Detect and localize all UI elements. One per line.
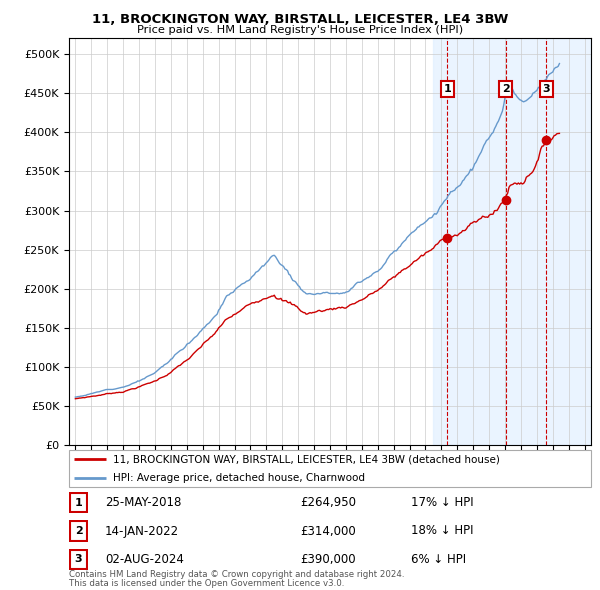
Text: 18% ↓ HPI: 18% ↓ HPI xyxy=(411,525,473,537)
Text: 3: 3 xyxy=(542,84,550,94)
Text: 25-MAY-2018: 25-MAY-2018 xyxy=(105,496,181,509)
Text: Price paid vs. HM Land Registry's House Price Index (HPI): Price paid vs. HM Land Registry's House … xyxy=(137,25,463,35)
Text: HPI: Average price, detached house, Charnwood: HPI: Average price, detached house, Char… xyxy=(113,473,365,483)
Text: 11, BROCKINGTON WAY, BIRSTALL, LEICESTER, LE4 3BW: 11, BROCKINGTON WAY, BIRSTALL, LEICESTER… xyxy=(92,13,508,26)
Text: £264,950: £264,950 xyxy=(300,496,356,509)
Text: 1: 1 xyxy=(75,498,82,507)
Text: 2: 2 xyxy=(502,84,509,94)
Text: 14-JAN-2022: 14-JAN-2022 xyxy=(105,525,179,537)
Text: 2: 2 xyxy=(75,526,82,536)
Text: 17% ↓ HPI: 17% ↓ HPI xyxy=(411,496,473,509)
Text: 11, BROCKINGTON WAY, BIRSTALL, LEICESTER, LE4 3BW (detached house): 11, BROCKINGTON WAY, BIRSTALL, LEICESTER… xyxy=(113,454,500,464)
Text: Contains HM Land Registry data © Crown copyright and database right 2024.: Contains HM Land Registry data © Crown c… xyxy=(69,571,404,579)
Text: 6% ↓ HPI: 6% ↓ HPI xyxy=(411,553,466,566)
Text: 3: 3 xyxy=(75,555,82,564)
Text: This data is licensed under the Open Government Licence v3.0.: This data is licensed under the Open Gov… xyxy=(69,579,344,588)
Bar xyxy=(433,38,591,445)
Text: 02-AUG-2024: 02-AUG-2024 xyxy=(105,553,184,566)
Text: £390,000: £390,000 xyxy=(300,553,356,566)
Text: 1: 1 xyxy=(443,84,451,94)
Text: £314,000: £314,000 xyxy=(300,525,356,537)
